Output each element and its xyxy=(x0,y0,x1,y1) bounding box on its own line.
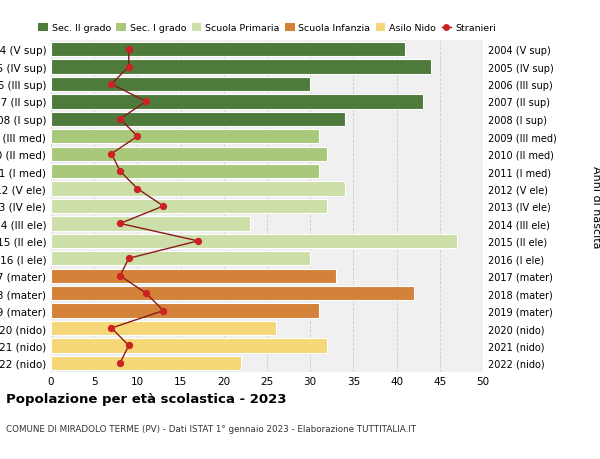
Point xyxy=(158,307,168,314)
Point xyxy=(107,81,116,89)
Bar xyxy=(51,43,405,57)
Bar xyxy=(51,199,328,214)
Bar xyxy=(51,356,241,370)
Bar xyxy=(51,130,319,144)
Point xyxy=(158,203,168,210)
Bar xyxy=(51,147,328,162)
Bar xyxy=(51,78,310,92)
Point xyxy=(141,99,151,106)
Point xyxy=(107,325,116,332)
Bar xyxy=(51,217,250,231)
Point xyxy=(133,133,142,140)
Bar xyxy=(51,269,336,283)
Bar xyxy=(51,60,431,74)
Point xyxy=(115,220,125,228)
Bar xyxy=(51,339,328,353)
Bar xyxy=(51,95,422,109)
Bar xyxy=(51,112,345,127)
Text: Anni di nascita: Anni di nascita xyxy=(591,165,600,248)
Bar xyxy=(51,286,414,301)
Bar xyxy=(51,182,345,196)
Bar xyxy=(51,234,457,248)
Point xyxy=(193,238,203,245)
Point xyxy=(107,151,116,158)
Point xyxy=(115,273,125,280)
Bar xyxy=(51,304,319,318)
Bar xyxy=(51,321,275,336)
Point xyxy=(115,359,125,367)
Point xyxy=(124,342,134,349)
Point xyxy=(124,64,134,71)
Point xyxy=(115,116,125,123)
Text: COMUNE DI MIRADOLO TERME (PV) - Dati ISTAT 1° gennaio 2023 - Elaborazione TUTTIT: COMUNE DI MIRADOLO TERME (PV) - Dati IST… xyxy=(6,425,416,434)
Point xyxy=(124,255,134,263)
Point xyxy=(115,168,125,175)
Bar xyxy=(51,165,319,179)
Point xyxy=(124,46,134,54)
Legend: Sec. II grado, Sec. I grado, Scuola Primaria, Scuola Infanzia, Asilo Nido, Stran: Sec. II grado, Sec. I grado, Scuola Prim… xyxy=(38,24,496,34)
Point xyxy=(141,290,151,297)
Point xyxy=(133,185,142,193)
Bar xyxy=(51,252,310,266)
Text: Popolazione per età scolastica - 2023: Popolazione per età scolastica - 2023 xyxy=(6,392,287,405)
